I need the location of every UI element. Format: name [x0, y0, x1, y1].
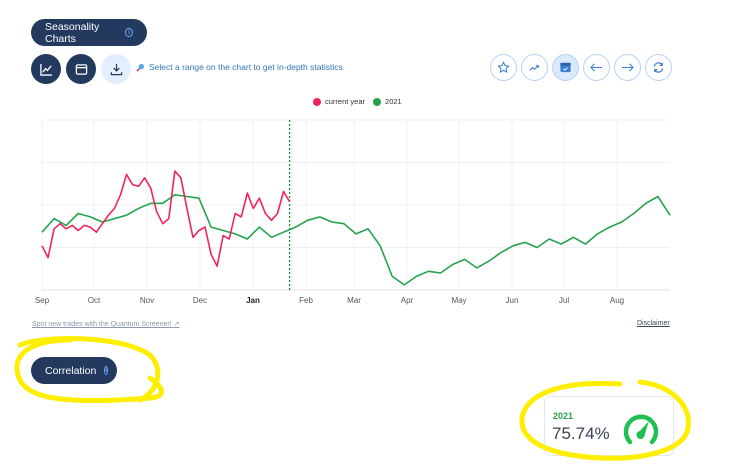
info-icon[interactable]: i: [104, 366, 109, 375]
x-tick-apr: Apr: [400, 296, 414, 305]
info-icon[interactable]: i: [125, 28, 133, 37]
seasonality-charts-label: Seasonality Charts: [45, 20, 100, 45]
quantum-screener-link[interactable]: Spot new trades with the Quantum Screene…: [32, 320, 180, 328]
x-tick-mar: Mar: [347, 296, 361, 305]
calendar-check-icon: [560, 62, 571, 73]
download-icon: [110, 63, 122, 75]
legend-current-year[interactable]: current year: [325, 97, 366, 106]
calendar-view-button[interactable]: [66, 54, 96, 84]
line-chart-view-button[interactable]: [31, 54, 61, 84]
correlation-value: 75.74%: [552, 424, 610, 443]
previous-button[interactable]: [583, 54, 610, 81]
download-button[interactable]: [101, 54, 131, 84]
calendar-icon: [75, 63, 87, 75]
refresh-button[interactable]: [645, 54, 672, 81]
x-tick-jun: Jun: [505, 296, 519, 305]
magnifier-icon: [136, 63, 145, 72]
correlation-button[interactable]: Correlation i: [31, 357, 117, 384]
x-tick-dec: Dec: [192, 296, 208, 305]
trending-up-icon: [529, 65, 539, 71]
correlation-label: Correlation: [45, 364, 97, 377]
range-hint-text: Select a range on the chart to get in-de…: [149, 62, 343, 72]
x-tick-jan: Jan: [246, 296, 260, 305]
correlation-card: 2021 75.74%: [544, 396, 674, 456]
legend-dot-current-year: [313, 97, 321, 106]
legend-dot-2021: [373, 97, 382, 106]
x-tick-oct: Oct: [87, 296, 101, 305]
calendar-button[interactable]: [552, 54, 579, 81]
quantum-screener-link-text: Spot new trades with the Quantum Screene…: [32, 321, 172, 328]
series-2021-line: [41, 194, 671, 286]
legend-2021[interactable]: 2021: [385, 97, 402, 106]
x-tick-sep: Sep: [34, 296, 50, 305]
x-tick-jul: Jul: [558, 296, 570, 305]
trend-button[interactable]: [521, 54, 548, 81]
correlation-year: 2021: [553, 411, 574, 421]
arrow-left-icon: [590, 63, 603, 72]
external-link-icon: ↗: [173, 321, 180, 328]
x-tick-aug: Aug: [609, 296, 625, 305]
series-current-year-line: [41, 170, 291, 268]
seasonality-chart[interactable]: [0, 0, 752, 320]
favorite-button[interactable]: [490, 54, 517, 81]
gauge-icon: [623, 414, 659, 445]
next-button[interactable]: [614, 54, 641, 81]
chart-legend: current year 2021: [313, 97, 402, 106]
refresh-icon: [653, 62, 664, 73]
disclaimer-link[interactable]: Disclaimer: [637, 320, 670, 327]
star-icon: [497, 61, 510, 73]
seasonality-charts-button[interactable]: Seasonality Charts i: [31, 19, 147, 46]
arrow-right-icon: [621, 63, 634, 72]
x-tick-may: May: [451, 296, 467, 305]
line-chart-icon: [39, 63, 52, 76]
range-hint: Select a range on the chart to get in-de…: [136, 62, 343, 72]
x-tick-feb: Feb: [299, 296, 313, 305]
chart-grid: [41, 119, 670, 291]
x-tick-nov: Nov: [139, 296, 155, 305]
